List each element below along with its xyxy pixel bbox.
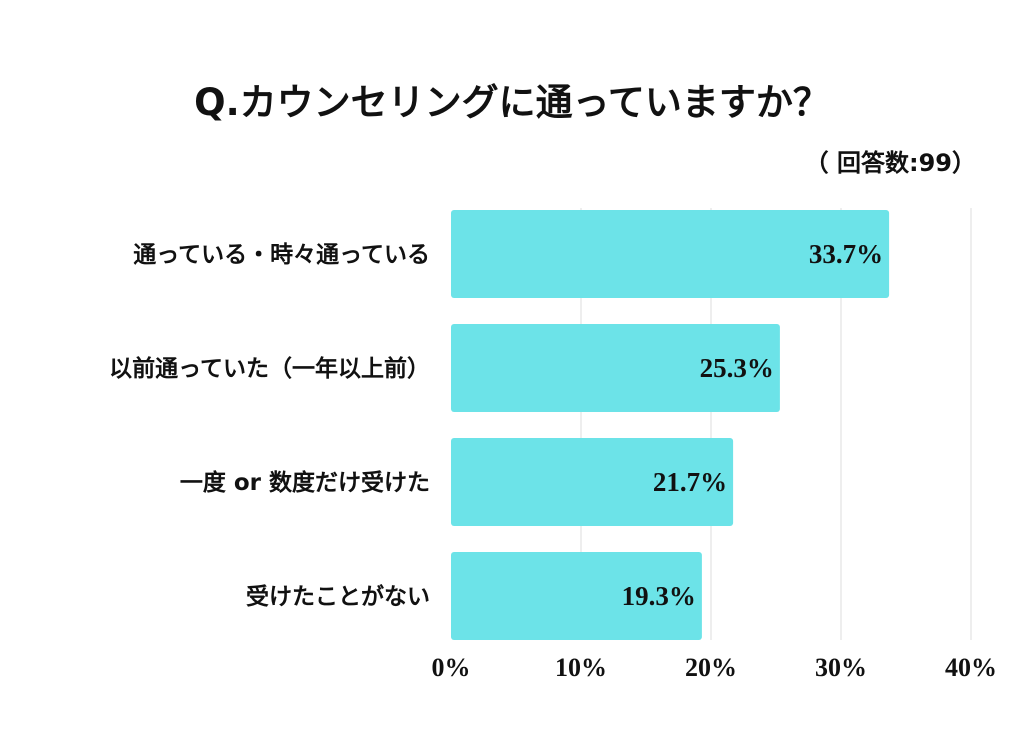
x-tick-label: 10% [555,653,607,682]
category-label: 一度 or 数度だけ受けた [180,469,430,496]
chart-subtitle: （ 回答数:99） [804,149,976,177]
bar [451,324,780,412]
x-tick-label: 30% [815,653,867,682]
bar [451,210,890,298]
x-tick-label: 40% [945,653,997,682]
data-label: 19.3% [622,581,696,611]
x-tick-label: 20% [685,653,737,682]
chart-title: Q.カウンセリングに通っていますか？ [194,81,830,124]
data-label: 25.3% [700,353,774,383]
category-label: 以前通っていた（一年以上前） [109,355,430,382]
category-label: 受けたことがない [246,583,430,610]
bar [451,552,702,640]
data-label: 21.7% [653,467,727,497]
x-tick-label: 0% [432,653,471,682]
category-label: 通っている・時々通っている [133,242,430,268]
data-label: 33.7% [809,239,883,269]
bar [451,438,734,526]
